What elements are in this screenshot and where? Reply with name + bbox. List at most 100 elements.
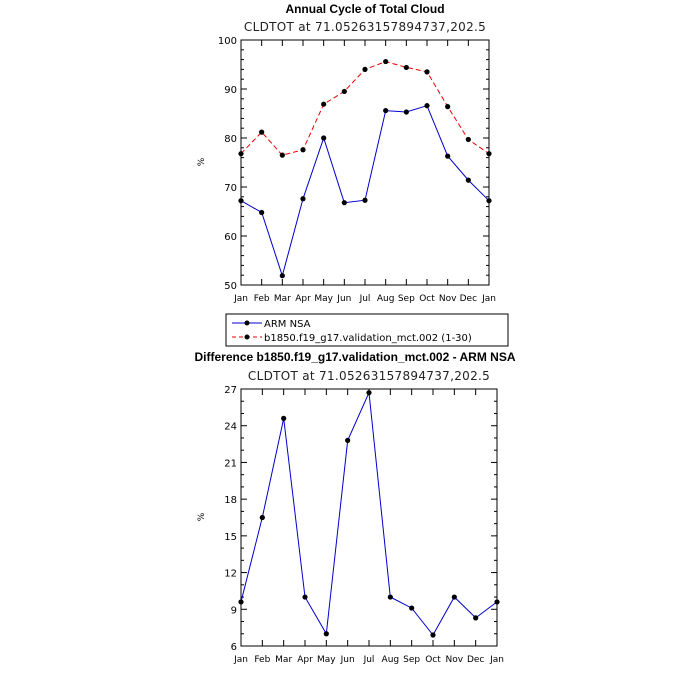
chart2-ytick-label: 18 [224, 495, 237, 506]
chart2-series-0-point [451, 594, 457, 600]
chart1-xtick-label: Jan [233, 294, 248, 304]
chart1-subtitle: CLDTOT at 71.05263157894737,202.5 [244, 20, 486, 34]
chart2-series [238, 390, 500, 638]
chart2-xtick-label: Apr [297, 655, 313, 665]
chart1-ytick-label: 50 [224, 281, 237, 292]
legend-label-arm-nsa: ARM NSA [264, 319, 311, 330]
chart1-series-0-point [486, 198, 492, 204]
chart2-series-0-point [494, 599, 500, 605]
chart1-series-1-point [486, 151, 492, 157]
chart2-ytick-label: 12 [224, 569, 237, 580]
chart2-ytick-label: 6 [231, 642, 237, 653]
chart1-xtick-label: Jun [336, 294, 351, 304]
chart1-series-0-point [259, 209, 265, 216]
chart1-title: Annual Cycle of Total Cloud [285, 2, 444, 16]
chart2-xtick-label: Aug [382, 655, 400, 665]
chart1-series-0-point [300, 196, 306, 202]
chart1-xtick-label: Sep [398, 294, 415, 304]
legend-marker-model [244, 334, 250, 340]
chart2-series-0-point [323, 631, 329, 637]
chart1-ytick-label: 100 [218, 36, 237, 47]
chart1-series-1-point [321, 101, 327, 107]
chart2-series-0-point [387, 594, 393, 600]
chart2-xtick-label: Mar [275, 655, 292, 665]
chart2-plot-frame [240, 388, 498, 647]
chart1-ticks: 50 60 70 80 90 100 Jan Feb Mar Apr May Jun Jul Aug Sep… [218, 36, 496, 304]
chart1-series-line-0 [240, 105, 490, 278]
chart1-xtick-label: Apr [295, 294, 311, 304]
chart2-y-axis-label: % [197, 512, 207, 521]
chart1-ytick-label: 60 [224, 232, 237, 243]
chart1-series-0-point [403, 109, 409, 115]
chart1-series-1-point [465, 136, 471, 143]
chart1-series-1-point [424, 69, 430, 75]
chart1-xtick-label: Jan [481, 294, 496, 304]
chart1-ytick-label: 80 [224, 134, 237, 145]
chart1-series-1-point [279, 152, 285, 158]
chart1-series-0-point [445, 153, 451, 159]
chart2-series-0-point [345, 437, 351, 443]
chart2-xtick-label: Sep [403, 655, 420, 665]
legend-entry-arm-nsa: ARM NSA [232, 319, 311, 330]
chart1-xtick-label: Dec [460, 294, 477, 304]
chart2-xtick-label: Dec [467, 655, 484, 665]
chart2-series-0-point [238, 599, 244, 605]
chart2-ytick-label: 15 [224, 532, 237, 543]
chart1-series-0-point [383, 107, 389, 114]
chart1-series-0-point [238, 198, 244, 204]
chart1-series-0-point [465, 177, 471, 183]
chart1-series-0-point [321, 135, 327, 141]
chart2-series-0-point [281, 415, 287, 421]
chart1-series-0-point [279, 273, 285, 279]
legend-entry-model: b1850.f19_g17.validation_mct.002 (1-30) [232, 333, 472, 344]
chart2-series-0-point [473, 615, 479, 621]
chart2-xtick-label: Feb [254, 655, 270, 665]
chart1-series-1-point [259, 129, 265, 135]
chart2-xtick-label: Jun [340, 655, 355, 665]
chart1-legend-box [225, 313, 509, 347]
chart2-xtick-label: May [317, 655, 336, 665]
chart2-series-line-0 [240, 390, 498, 636]
chart2-ytick-label: 27 [224, 385, 237, 396]
chart2-ytick-label: 21 [224, 458, 237, 469]
chart1-series-0-point [424, 103, 430, 109]
chart2-ticks: 6 9 12 15 18 21 24 27 Jan Feb Mar Apr May Jun Jul Aug Se… [224, 385, 504, 665]
chart1-series-0-point [341, 200, 347, 206]
legend-marker-arm-nsa [244, 320, 250, 326]
chart2-ytick-label: 24 [224, 422, 237, 433]
chart1-series-line-1 [240, 61, 490, 156]
chart1-xtick-label: Oct [419, 294, 435, 304]
chart1-ytick-label: 90 [224, 85, 237, 96]
chart2-series-0-point [430, 632, 436, 638]
chart2-ytick-label: 9 [231, 605, 237, 616]
chart1-xtick-label: Nov [439, 294, 457, 304]
chart2-series-0-point [366, 390, 372, 396]
chart1-xtick-label: Mar [274, 294, 291, 304]
chart1-plot-frame [240, 39, 490, 286]
chart2-xtick-label: Jan [233, 655, 248, 665]
chart2-series-0-point [302, 594, 308, 600]
chart1-xtick-label: Feb [254, 294, 270, 304]
chart1-series-0-point [362, 197, 368, 203]
chart1-series-1-point [445, 104, 451, 110]
chart2-xtick-label: Nov [446, 655, 464, 665]
chart1-series-1-point [403, 64, 409, 71]
chart1-ytick-label: 70 [224, 183, 237, 194]
chart1-series [238, 58, 492, 279]
chart2-series-0-point [259, 514, 265, 521]
chart2-series-0-point [409, 605, 415, 611]
chart1-y-axis-label: % [197, 157, 207, 166]
chart2-subtitle: CLDTOT at 71.05263157894737,202.5 [248, 369, 490, 383]
legend-label-model: b1850.f19_g17.validation_mct.002 (1-30) [264, 333, 472, 344]
chart2-xtick-label: Jul [363, 655, 375, 665]
chart2-xtick-label: Jan [489, 655, 504, 665]
chart1-series-1-point [341, 88, 347, 95]
chart2-xtick-label: Oct [425, 655, 441, 665]
chart1-xtick-label: Aug [377, 294, 395, 304]
chart1-xtick-label: May [314, 294, 333, 304]
chart1-series-1-point [300, 147, 306, 153]
chart2-title: Difference b1850.f19_g17.validation_mct.… [194, 350, 515, 364]
chart1-series-1-point [383, 58, 389, 65]
chart1-series-1-point [362, 66, 368, 72]
